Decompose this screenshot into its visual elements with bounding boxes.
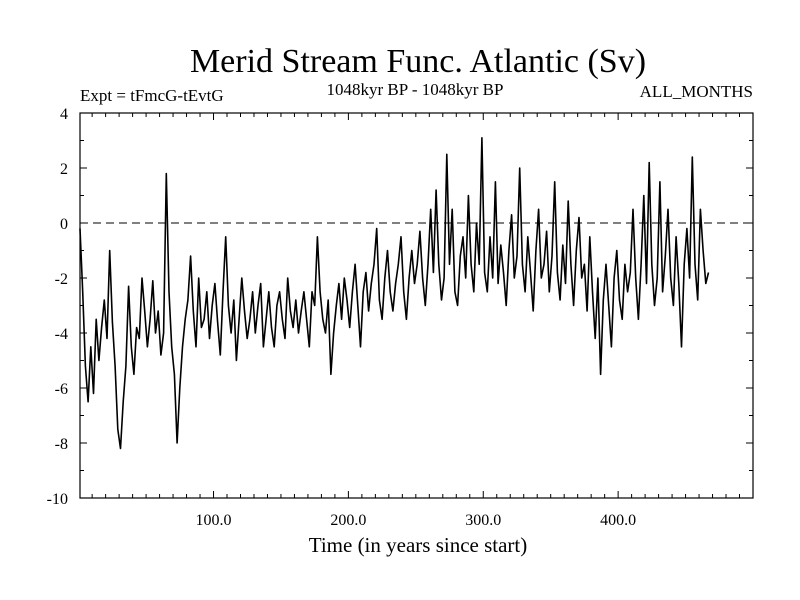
chart-title: Merid Stream Func. Atlantic (Sv) — [190, 43, 646, 80]
y-tick-label: -4 — [55, 326, 68, 343]
x-tick-label: 100.0 — [196, 512, 232, 529]
x-axis-label: Time (in years since start) — [309, 533, 528, 557]
chart-subtitle-right: ALL_MONTHS — [640, 82, 753, 101]
plot-area: -10 -8 -6 -4 -2 0 2 4 100.0 200.0 300.0 400.0 — [47, 106, 754, 529]
x-tick-label: 400.0 — [600, 512, 636, 529]
series-line — [79, 137, 710, 450]
y-tick-label: -6 — [55, 381, 68, 398]
plot-frame — [79, 112, 754, 499]
chart-subtitle-center: 1048kyr BP - 1048kyr BP — [327, 80, 504, 99]
x-tick-label: 200.0 — [330, 512, 366, 529]
y-tick-label: 0 — [60, 216, 68, 233]
y-tick-label: -2 — [55, 271, 68, 288]
chart-subtitle-left: Expt = tFmcG-tEvtG — [80, 86, 224, 105]
x-axis-ticks: 100.0 200.0 300.0 400.0 — [91, 113, 741, 529]
x-tick-label: 300.0 — [465, 512, 501, 529]
y-tick-label: -8 — [55, 436, 68, 453]
y-tick-label: -10 — [47, 491, 68, 508]
y-tick-label: 4 — [60, 106, 68, 123]
y-tick-label: 2 — [60, 161, 68, 178]
y-axis-ticks: -10 -8 -6 -4 -2 0 2 4 — [47, 106, 753, 508]
